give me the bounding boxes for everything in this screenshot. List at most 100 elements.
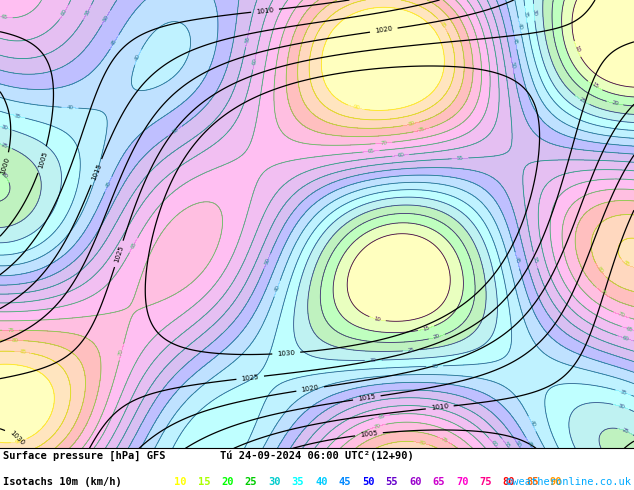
Text: 35: 35 <box>619 389 628 396</box>
Text: 75: 75 <box>7 328 14 333</box>
Text: 1025: 1025 <box>241 374 259 382</box>
Text: 80: 80 <box>11 338 18 343</box>
Text: 50: 50 <box>102 14 110 22</box>
Text: 1020: 1020 <box>301 385 320 393</box>
Text: 10: 10 <box>174 477 187 487</box>
Text: 1000: 1000 <box>0 156 11 175</box>
Text: 80: 80 <box>596 266 604 274</box>
Text: Tú 24-09-2024 06:00 UTC²(12+90): Tú 24-09-2024 06:00 UTC²(12+90) <box>220 450 414 461</box>
Text: 25: 25 <box>621 427 630 435</box>
Text: 55: 55 <box>84 8 91 17</box>
Text: 70: 70 <box>617 312 625 318</box>
Text: 55: 55 <box>532 256 539 264</box>
Text: 65: 65 <box>432 477 445 487</box>
Text: 1015: 1015 <box>90 163 103 181</box>
Text: 25: 25 <box>245 477 257 487</box>
Text: 30: 30 <box>268 477 281 487</box>
Text: 10: 10 <box>373 316 382 322</box>
Text: 70: 70 <box>373 423 382 430</box>
Text: 85: 85 <box>19 349 27 355</box>
Text: 85: 85 <box>439 21 447 29</box>
Text: 45: 45 <box>512 37 519 45</box>
Text: 30: 30 <box>617 403 625 410</box>
Text: 65: 65 <box>367 148 375 154</box>
Text: 35: 35 <box>13 113 21 119</box>
Text: 1015: 1015 <box>358 393 376 402</box>
Text: 55: 55 <box>244 35 250 43</box>
Text: 1010: 1010 <box>256 7 275 15</box>
Text: 70: 70 <box>456 477 469 487</box>
Text: 1005: 1005 <box>37 150 48 169</box>
Text: 25: 25 <box>578 97 586 104</box>
Text: 75: 75 <box>441 437 449 444</box>
Text: 35: 35 <box>292 477 304 487</box>
Text: 60: 60 <box>409 477 422 487</box>
Text: 40: 40 <box>274 285 281 293</box>
Text: 45: 45 <box>514 256 521 265</box>
Text: 75: 75 <box>479 477 492 487</box>
Text: 90: 90 <box>15 438 23 444</box>
Text: 40: 40 <box>517 23 523 30</box>
Text: 90: 90 <box>353 104 360 111</box>
Text: 50: 50 <box>264 257 271 266</box>
Text: Surface pressure [hPa] GFS: Surface pressure [hPa] GFS <box>3 450 165 461</box>
Text: 50: 50 <box>362 477 375 487</box>
Text: 1030: 1030 <box>277 350 295 357</box>
Text: 20: 20 <box>611 100 619 107</box>
Text: 80: 80 <box>408 121 415 127</box>
Text: 60: 60 <box>397 152 404 158</box>
Text: 40: 40 <box>315 477 328 487</box>
Text: 65: 65 <box>378 413 385 419</box>
Text: 40: 40 <box>134 53 141 61</box>
Text: 20: 20 <box>0 172 8 180</box>
Text: 85: 85 <box>622 260 631 268</box>
Text: 45: 45 <box>110 38 119 46</box>
Text: 45: 45 <box>526 441 534 449</box>
Text: 1010: 1010 <box>430 403 449 412</box>
Text: 70: 70 <box>118 348 125 356</box>
Text: 15: 15 <box>590 82 599 90</box>
Text: 25: 25 <box>408 348 415 353</box>
Text: 30: 30 <box>0 124 8 131</box>
Text: 55: 55 <box>385 477 398 487</box>
Text: 55: 55 <box>503 441 511 449</box>
Text: 50: 50 <box>510 62 515 70</box>
Text: 1020: 1020 <box>375 26 393 34</box>
Text: 70: 70 <box>380 140 387 146</box>
Text: 55: 55 <box>456 156 463 161</box>
Text: Isotachs 10m (km/h): Isotachs 10m (km/h) <box>3 477 122 487</box>
Text: 75: 75 <box>418 127 426 133</box>
Text: 90: 90 <box>550 477 562 487</box>
Text: 60: 60 <box>60 8 68 17</box>
Text: 40: 40 <box>528 419 536 428</box>
Text: 40: 40 <box>67 105 74 110</box>
Text: 50: 50 <box>514 440 522 448</box>
Text: 1025: 1025 <box>113 245 124 263</box>
Text: 65: 65 <box>130 241 138 249</box>
Text: 50: 50 <box>171 127 179 135</box>
Text: 30: 30 <box>370 358 377 363</box>
Text: 60: 60 <box>490 440 498 448</box>
Text: ©weatheronline.co.uk: ©weatheronline.co.uk <box>506 477 631 487</box>
Text: 10: 10 <box>573 45 581 53</box>
Text: 65: 65 <box>1 14 8 20</box>
Text: 45: 45 <box>105 180 112 189</box>
Text: 85: 85 <box>526 477 539 487</box>
Text: 35: 35 <box>523 10 529 18</box>
Text: 80: 80 <box>418 440 426 446</box>
Text: 80: 80 <box>503 477 515 487</box>
Text: 20: 20 <box>221 477 234 487</box>
Text: 35: 35 <box>431 364 438 368</box>
Text: 60: 60 <box>252 57 258 65</box>
Text: 20: 20 <box>433 334 441 341</box>
Text: 1030: 1030 <box>8 430 25 446</box>
Text: 30: 30 <box>531 9 537 16</box>
Text: 45: 45 <box>339 477 351 487</box>
Text: 60: 60 <box>621 335 630 342</box>
Text: 25: 25 <box>0 142 8 149</box>
Text: 65: 65 <box>626 326 634 333</box>
Text: 75: 75 <box>598 289 607 297</box>
Text: 15: 15 <box>422 325 430 332</box>
Text: 15: 15 <box>198 477 210 487</box>
Text: 1005: 1005 <box>359 430 378 438</box>
